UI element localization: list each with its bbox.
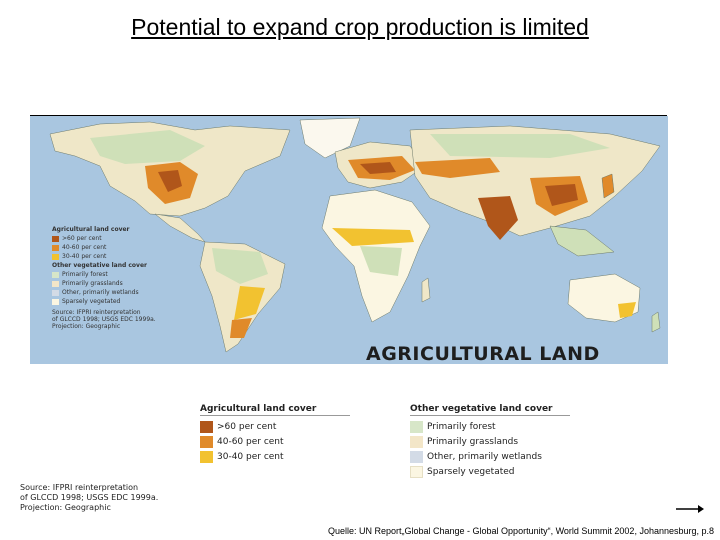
legend-label: Sparsely vegetated <box>427 466 515 477</box>
north-america-forest <box>90 130 205 164</box>
source-line: of GLCCD 1998; USGS EDC 1999a. <box>20 493 159 502</box>
inset-source-line: Source: IFPRI reinterpretation <box>52 309 141 316</box>
central-america <box>154 213 206 243</box>
amazon-forest <box>212 248 268 284</box>
siberia-forest <box>430 134 610 158</box>
source-note: Source: IFPRI reinterpretation of GLCCD … <box>20 483 160 513</box>
legend-label: 30-40 per cent <box>217 451 284 462</box>
inset-label: 30-40 per cent <box>62 253 107 260</box>
inset-agri-header: Agricultural land cover <box>52 226 130 233</box>
inset-source-line: Projection: Geographic <box>52 323 121 330</box>
madagascar <box>421 277 431 303</box>
pampas-cropland <box>230 318 252 338</box>
inset-agri-row: 30-40 per cent <box>52 252 160 261</box>
legend-row: Primarily forest <box>410 419 570 434</box>
agri-legend-header: Agricultural land cover <box>200 404 350 416</box>
source-line: Source: IFPRI reinterpretation <box>20 483 139 492</box>
inset-label: Other, primarily wetlands <box>62 289 139 296</box>
inset-agri-row: >60 per cent <box>52 234 160 243</box>
legend-row: Sparsely vegetated <box>410 464 570 479</box>
legend-row: Other, primarily wetlands <box>410 449 570 464</box>
next-arrow-icon[interactable] <box>676 504 704 514</box>
china-cropland-core <box>545 184 578 206</box>
legend-row: 30-40 per cent <box>200 449 350 464</box>
legend-swatch-sparse <box>410 465 423 478</box>
map-title: AGRICULTURAL LAND <box>366 343 600 365</box>
india-cropland <box>478 196 518 240</box>
veg-legend: Other vegetative land cover Primarily fo… <box>410 404 570 479</box>
legend-swatch-grass <box>410 435 423 448</box>
inset-label: Primarily grasslands <box>62 280 123 287</box>
us-cropland-core <box>158 170 182 192</box>
legend-label: Primarily forest <box>427 421 496 432</box>
inset-label: 40-60 per cent <box>62 244 107 251</box>
inset-swatch-high <box>52 235 59 242</box>
inset-swatch-wetland <box>52 289 59 296</box>
inset-swatch-grass <box>52 280 59 287</box>
inset-swatch-low <box>52 253 59 260</box>
europe-cropland-core <box>360 162 396 174</box>
south-america-cropland <box>234 286 265 320</box>
slide-title: Potential to expand crop production is l… <box>131 14 589 40</box>
inset-veg-row: Primarily forest <box>52 270 160 279</box>
inset-label: Primarily forest <box>62 271 108 278</box>
legend-label: 40-60 per cent <box>217 436 284 447</box>
inset-swatch-mid <box>52 244 59 251</box>
inset-swatch-sparse <box>52 298 59 305</box>
inset-source-line: of GLCCD 1998; USGS EDC 1999a. <box>52 316 156 323</box>
japan <box>601 173 615 199</box>
inset-swatch-forest <box>52 271 59 278</box>
legend-row: >60 per cent <box>200 419 350 434</box>
legend-row: Primarily grasslands <box>410 434 570 449</box>
new-zealand <box>651 311 661 333</box>
legend-swatch-low <box>200 450 213 463</box>
inset-label: Sparsely vegetated <box>62 298 121 305</box>
map-inset-legend: Agricultural land cover >60 per cent 40-… <box>52 225 160 330</box>
inset-veg-row: Primarily grasslands <box>52 279 160 288</box>
legend-swatch-forest <box>410 420 423 433</box>
inset-veg-row: Sparsely vegetated <box>52 297 160 306</box>
sahel-cropland <box>332 228 414 246</box>
inset-agri-row: 40-60 per cent <box>52 243 160 252</box>
southeast-asia <box>549 225 615 257</box>
inset-veg-header: Other vegetative land cover <box>52 262 147 269</box>
map-top-rule <box>30 115 667 116</box>
inset-veg-row: Other, primarily wetlands <box>52 288 160 297</box>
central-asia-cropland <box>415 158 500 178</box>
australia-cropland <box>618 302 636 318</box>
legend-label: >60 per cent <box>217 421 277 432</box>
legend-label: Other, primarily wetlands <box>427 451 542 462</box>
legend-label: Primarily grasslands <box>427 436 519 447</box>
world-map-graphic <box>49 117 661 353</box>
inset-label: >60 per cent <box>62 235 102 242</box>
central-africa-forest <box>360 246 402 276</box>
veg-legend-header: Other vegetative land cover <box>410 404 570 416</box>
world-map <box>30 116 668 364</box>
source-line: Projection: Geographic <box>20 503 111 512</box>
legend-swatch-wetland <box>410 450 423 463</box>
agri-legend: Agricultural land cover >60 per cent 40-… <box>200 404 350 464</box>
citation: Quelle: UN Report„Global Change - Global… <box>327 526 714 536</box>
inset-source: Source: IFPRI reinterpretation of GLCCD … <box>52 309 160 330</box>
legend-swatch-high <box>200 420 213 433</box>
legend-row: 40-60 per cent <box>200 434 350 449</box>
legend-swatch-mid <box>200 435 213 448</box>
